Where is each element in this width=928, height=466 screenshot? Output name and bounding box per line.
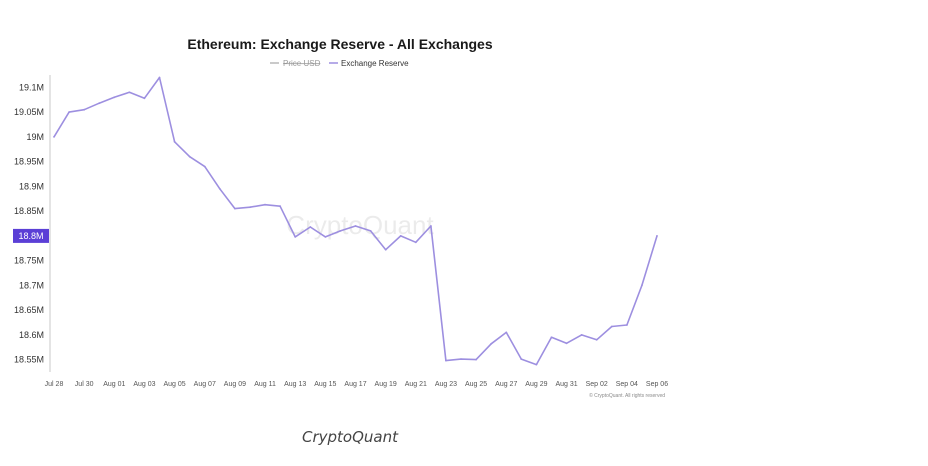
exchange-reserve-chart: Ethereum: Exchange Reserve - All Exchang… xyxy=(13,36,669,399)
data-point-aug-16 xyxy=(339,230,342,232)
x-tick-label-aug-23: Aug 23 xyxy=(435,381,457,388)
x-tick-label-aug-31: Aug 31 xyxy=(555,381,577,388)
current-value-marker: 18.8M xyxy=(13,228,49,243)
y-tick-label-19-05m: 19.05M xyxy=(14,107,44,117)
data-point-jul-28 xyxy=(53,136,55,138)
y-tick-label-18-65m: 18.65M xyxy=(14,305,44,315)
data-point-aug-26 xyxy=(490,342,493,345)
x-tick-label-aug-07: Aug 07 xyxy=(194,381,216,388)
y-tick-label-18-7m: 18.7M xyxy=(19,280,44,290)
x-tick-label-aug-25: Aug 25 xyxy=(465,381,487,388)
y-tick-label-18-95m: 18.95M xyxy=(14,157,44,167)
data-point-aug-11 xyxy=(264,203,266,206)
x-axis-ticks: Jul 28 Jul 30 Aug 01 Aug 03 Aug 05 Aug 07 Aug … xyxy=(45,381,669,388)
data-point-aug-08 xyxy=(218,187,221,190)
data-point-aug-17 xyxy=(354,225,357,227)
data-point-jul-31 xyxy=(98,102,101,105)
data-point-aug-05 xyxy=(173,140,176,143)
x-tick-label-aug-21: Aug 21 xyxy=(405,381,427,388)
x-tick-label-aug-01: Aug 01 xyxy=(103,381,125,388)
data-point-aug-25 xyxy=(475,358,477,361)
data-point-aug-23 xyxy=(445,359,447,362)
data-point-aug-30 xyxy=(550,336,553,339)
data-point-aug-02 xyxy=(128,91,131,94)
data-point-jul-30 xyxy=(83,108,86,111)
data-point-aug-28 xyxy=(520,358,523,360)
x-tick-label-aug-17: Aug 17 xyxy=(344,381,366,388)
data-point-aug-07 xyxy=(203,165,206,168)
data-point-aug-09 xyxy=(234,207,236,210)
x-tick-label-sep-06: Sep 06 xyxy=(646,381,668,388)
data-point-aug-29 xyxy=(535,363,538,366)
data-point-aug-14 xyxy=(309,226,312,228)
current-value-label: 18.8M xyxy=(18,231,43,241)
data-point-aug-04 xyxy=(158,76,161,79)
x-tick-label-aug-11: Aug 11 xyxy=(254,381,276,388)
data-point-aug-03 xyxy=(143,97,146,100)
data-point-aug-13 xyxy=(294,236,297,238)
data-point-aug-31 xyxy=(565,342,568,345)
data-point-aug-19 xyxy=(384,248,387,251)
exchange-reserve-points xyxy=(53,76,658,366)
chart-title: Ethereum: Exchange Reserve - All Exchang… xyxy=(187,36,492,52)
x-tick-label-jul-30: Jul 30 xyxy=(75,381,94,388)
x-tick-label-sep-04: Sep 04 xyxy=(616,381,638,388)
x-tick-label-aug-15: Aug 15 xyxy=(314,381,336,388)
x-tick-label-sep-02: Sep 02 xyxy=(586,381,608,388)
current-value-badge xyxy=(13,228,49,243)
data-point-aug-21 xyxy=(414,241,417,244)
image-caption: CryptoQuant xyxy=(302,428,398,446)
y-tick-label-19m: 19M xyxy=(26,132,44,142)
data-point-aug-22 xyxy=(430,225,432,227)
x-tick-label-aug-09: Aug 09 xyxy=(224,381,246,388)
data-point-aug-10 xyxy=(249,206,251,209)
data-point-aug-01 xyxy=(113,96,116,99)
data-point-aug-15 xyxy=(324,236,327,238)
data-point-aug-18 xyxy=(369,230,372,232)
x-tick-label-aug-29: Aug 29 xyxy=(525,381,547,388)
x-tick-label-aug-13: Aug 13 xyxy=(284,381,306,388)
y-tick-label-18-75m: 18.75M xyxy=(14,256,44,266)
x-tick-label-jul-28: Jul 28 xyxy=(45,381,64,388)
x-tick-label-aug-05: Aug 05 xyxy=(164,381,186,388)
legend: Price USD Exchange Reserve xyxy=(270,59,409,68)
x-tick-label-aug-19: Aug 19 xyxy=(375,381,397,388)
data-point-sep-03 xyxy=(610,325,613,328)
data-point-aug-20 xyxy=(399,235,402,237)
y-tick-label-19-1m: 19.1M xyxy=(19,82,44,92)
chart-container: Ethereum: Exchange Reserve - All Exchang… xyxy=(13,36,669,399)
x-tick-label-aug-27: Aug 27 xyxy=(495,381,517,388)
data-point-sep-04 xyxy=(626,324,628,326)
y-axis-ticks: 19.1M 19.05M 19M 18.95M 18.9M 18.85M 18.75M 18.… xyxy=(14,82,44,364)
x-tick-label-aug-03: Aug 03 xyxy=(133,381,155,388)
data-point-aug-06 xyxy=(188,155,191,158)
y-tick-label-18-9m: 18.9M xyxy=(19,181,44,191)
data-point-aug-27 xyxy=(505,331,508,334)
data-point-jul-29 xyxy=(68,111,70,113)
copyright-note: © CryptoQuant. All rights reserved xyxy=(589,392,665,399)
data-point-sep-02 xyxy=(595,338,598,341)
data-point-sep-06 xyxy=(656,235,658,237)
data-point-aug-12 xyxy=(279,205,281,208)
watermark: CryptoQuant xyxy=(286,210,434,240)
data-point-aug-24 xyxy=(460,358,462,360)
y-tick-label-18-85m: 18.85M xyxy=(14,206,44,216)
legend-exchange-reserve-label[interactable]: Exchange Reserve xyxy=(341,59,409,68)
data-point-sep-01 xyxy=(580,334,583,336)
y-tick-label-18-55m: 18.55M xyxy=(14,355,44,365)
data-point-sep-05 xyxy=(641,284,643,287)
y-tick-label-18-6m: 18.6M xyxy=(19,330,44,340)
legend-price-usd-label[interactable]: Price USD xyxy=(283,59,321,68)
